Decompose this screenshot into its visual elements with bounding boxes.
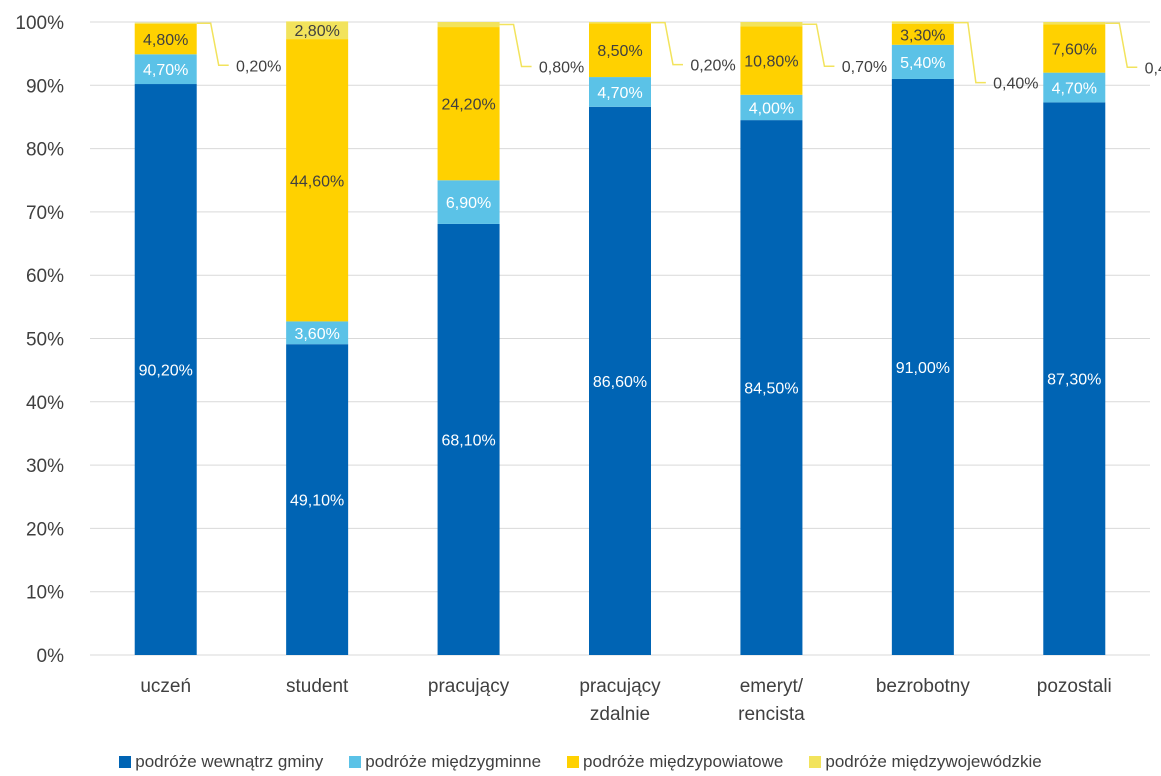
x-category-label: zdalnie <box>590 704 650 725</box>
leader-line <box>802 23 835 67</box>
legend-swatch <box>809 756 822 768</box>
bar-segment <box>891 21 954 24</box>
bar-segment <box>437 27 500 181</box>
data-label: 6,90% <box>446 195 491 212</box>
bar-segment <box>1043 72 1106 103</box>
bar-segment <box>740 22 803 27</box>
y-tick-label: 30% <box>26 456 64 477</box>
leader-line <box>499 23 532 68</box>
data-label: 0,40% <box>993 76 1038 93</box>
data-label: 91,00% <box>896 360 950 377</box>
x-category-label: bezrobotny <box>876 676 971 697</box>
bar-segment <box>891 44 954 79</box>
stacked-bar-chart: 0% 10% 20% 30% 40% 50% 60% 70% 80% 90% 100% 90,20% 4… <box>15 13 1161 725</box>
legend-item: podróże wewnątrz gminy <box>119 752 323 772</box>
y-tick-label: 60% <box>26 266 64 287</box>
data-label: 5,40% <box>900 55 945 72</box>
leader-line <box>953 21 986 84</box>
bar-segment <box>437 22 500 28</box>
bar-segment <box>740 120 803 656</box>
x-category-label: pracujący <box>428 676 510 697</box>
bar-segment <box>891 78 954 656</box>
bar-segment <box>1043 22 1106 25</box>
bar-segment <box>437 180 500 224</box>
y-tick-label: 90% <box>26 76 64 97</box>
data-label: 3,30% <box>900 27 945 44</box>
legend-label: podróże wewnątrz gminy <box>135 752 324 771</box>
data-label: 44,60% <box>290 173 344 190</box>
y-tick-label: 70% <box>26 203 64 224</box>
legend-label: podróże międzywojewódzkie <box>825 752 1042 771</box>
y-tick-label: 50% <box>26 330 64 351</box>
bar-segment <box>589 22 651 24</box>
data-label: 10,80% <box>744 54 798 71</box>
legend-swatch <box>349 756 362 768</box>
bar-segment <box>740 26 803 95</box>
y-tick-label: 20% <box>26 519 64 540</box>
data-label: 4,70% <box>1052 81 1097 98</box>
legend-label: podróże międzygminne <box>365 752 542 771</box>
x-category-label: pracujący <box>579 676 661 697</box>
legend-item: podróże międzygminne <box>349 752 541 772</box>
leader-line <box>1105 22 1138 69</box>
bar-segment <box>1043 24 1106 73</box>
bar-segment <box>589 23 651 78</box>
bar-segment <box>740 94 803 121</box>
x-category-label: rencista <box>738 704 805 725</box>
data-label: 0,20% <box>236 58 281 75</box>
data-label: 90,20% <box>139 363 193 380</box>
data-label: 8,50% <box>597 43 642 60</box>
bar-segment <box>589 77 651 107</box>
bar-segment <box>1043 102 1106 656</box>
x-category-label: uczeń <box>140 676 191 697</box>
y-tick-label: 10% <box>26 583 64 604</box>
data-label: 68,10% <box>441 432 495 449</box>
data-label: 87,30% <box>1047 372 1101 389</box>
legend-swatch <box>567 756 580 768</box>
bar-segment <box>134 23 197 55</box>
y-tick-label: 80% <box>26 140 64 161</box>
data-label: 4,80% <box>143 32 188 49</box>
leader-line <box>196 22 229 67</box>
bar-segment <box>134 84 197 655</box>
x-category-label: pozostali <box>1037 676 1112 697</box>
bar-segment <box>286 21 349 40</box>
data-label: 0,80% <box>539 60 584 77</box>
data-label: 0,40% <box>1145 60 1161 77</box>
bar-segment <box>286 321 349 345</box>
legend-item: podróże międzywojewódzkie <box>809 752 1042 772</box>
legend-label: podróże międzypowiatowe <box>583 752 784 771</box>
data-label: 0,70% <box>842 59 887 76</box>
data-label: 4,70% <box>597 85 642 102</box>
data-label: 24,20% <box>441 97 495 114</box>
y-tick-label: 100% <box>15 13 64 34</box>
bar-segment <box>891 23 954 45</box>
bar-segment <box>134 22 197 24</box>
bar-segment <box>286 39 349 322</box>
bar-segment <box>286 344 349 655</box>
data-label: 3,60% <box>294 326 339 343</box>
data-label: 49,10% <box>290 493 344 510</box>
data-label: 4,00% <box>749 100 794 117</box>
data-label: 84,50% <box>744 381 798 398</box>
legend-swatch <box>119 756 132 768</box>
leader-line <box>651 21 683 66</box>
chart-legend: podróże wewnątrz gminy podróże międzygmin… <box>0 752 1161 772</box>
x-category-label: student <box>286 676 349 697</box>
x-category-label: emeryt/ <box>740 676 804 697</box>
data-label: 86,60% <box>593 374 647 391</box>
bar-segment <box>589 106 651 655</box>
bar-segment <box>134 54 197 85</box>
legend-item: podróże międzypowiatowe <box>567 752 783 772</box>
y-tick-label: 40% <box>26 393 64 414</box>
data-label: 2,80% <box>294 23 339 40</box>
data-label: 7,60% <box>1052 42 1097 59</box>
data-label: 0,20% <box>690 58 735 75</box>
bar-segment <box>437 223 500 655</box>
y-tick-label: 0% <box>37 646 65 667</box>
data-label: 4,70% <box>143 62 188 79</box>
